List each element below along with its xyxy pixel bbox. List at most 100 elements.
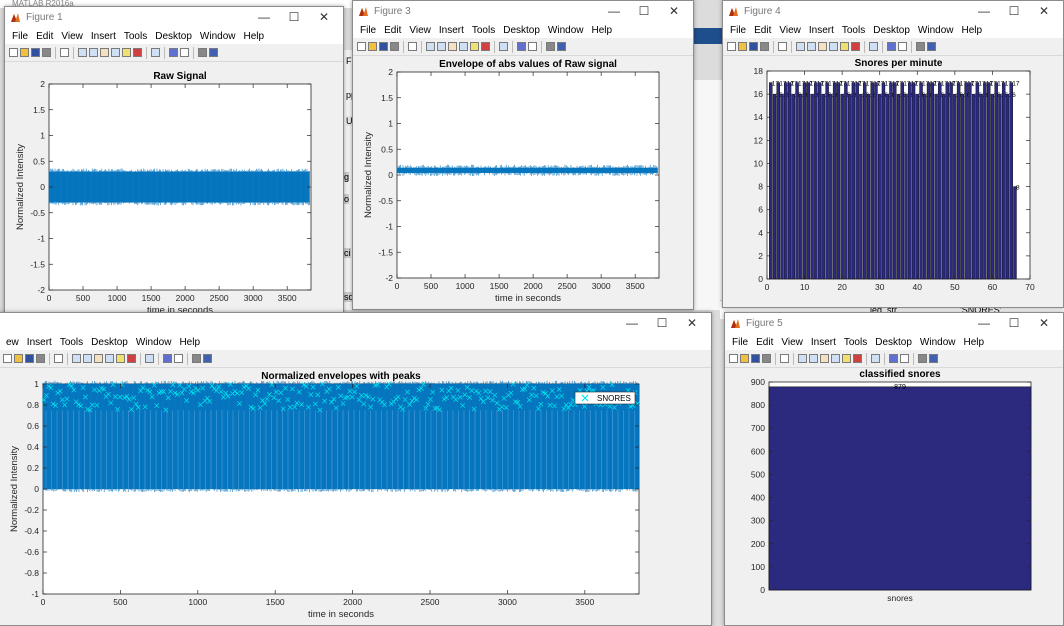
colorbar-icon[interactable]	[169, 48, 178, 57]
window-title-bar[interactable]: Figure 4 — ☐ ✕	[723, 1, 1063, 23]
zoom-out-icon[interactable]	[809, 354, 818, 363]
menu-tools[interactable]: Tools	[841, 25, 866, 36]
menu-desktop[interactable]: Desktop	[875, 337, 912, 348]
menu-help[interactable]: Help	[963, 337, 985, 348]
maximize-button[interactable]: ☐	[288, 10, 300, 24]
close-button[interactable]: ✕	[686, 316, 698, 330]
open-file-icon[interactable]	[14, 354, 23, 363]
brush-icon[interactable]	[133, 48, 142, 57]
pan-hand-icon[interactable]	[100, 48, 109, 57]
plot-area[interactable]: SNORES -1 -0.8 -0.6 -0.4 -0.2 0 0.2 0.4 0.6 0.8 1 0 5…	[0, 368, 711, 625]
minimize-button[interactable]: —	[978, 4, 990, 18]
plot-spm[interactable]: 1716171617171617161717161717161716171716…	[723, 56, 1063, 306]
menu-file[interactable]: File	[730, 25, 747, 36]
legend-icon[interactable]	[174, 354, 183, 363]
pan-hand-icon[interactable]	[818, 42, 827, 51]
new-figure-icon[interactable]	[727, 42, 736, 51]
plot-env[interactable]: -2 -1.5 -1 -0.5 0 0.5 1 1.5 2 0 500 1000 1500 2000 250…	[353, 56, 693, 306]
save-icon[interactable]	[25, 354, 34, 363]
zoom-in-icon[interactable]	[798, 354, 807, 363]
zoom-out-icon[interactable]	[807, 42, 816, 51]
menu-edit[interactable]: Edit	[754, 25, 772, 36]
zoom-in-icon[interactable]	[426, 42, 435, 51]
legend[interactable]: SNORES	[574, 391, 636, 405]
figure-1-window[interactable]: Figure 1 — ☐ ✕ File Edit View Insert Tools Deskto…	[4, 6, 344, 314]
figure-4-window[interactable]: Figure 4 — ☐ ✕ File Edit View Insert Tools Deskto…	[722, 0, 1064, 308]
window-title-bar[interactable]: Figure 3 — ☐ ✕	[353, 1, 693, 23]
brush-icon[interactable]	[481, 42, 490, 51]
print-icon[interactable]	[36, 354, 45, 363]
menu-desktop[interactable]: Desktop	[503, 25, 540, 36]
plot-area[interactable]: 1716171617171617161717161717161716171716…	[723, 56, 1063, 307]
menu-insert[interactable]: Insert	[90, 31, 116, 42]
rotate-3d-icon[interactable]	[831, 354, 840, 363]
menu-view[interactable]: View	[61, 31, 83, 42]
zoom-out-icon[interactable]	[83, 354, 92, 363]
maximize-button[interactable]: ☐	[1008, 316, 1020, 330]
open-file-icon[interactable]	[20, 48, 29, 57]
menu-help[interactable]: Help	[243, 31, 265, 42]
data-cursor-icon[interactable]	[122, 48, 131, 57]
maximize-button[interactable]: ☐	[656, 316, 668, 330]
menu-view[interactable]: View	[781, 337, 803, 348]
figure-toolbar[interactable]	[353, 38, 693, 56]
link-plot-icon[interactable]	[145, 354, 154, 363]
menu-tools[interactable]: Tools	[123, 31, 148, 42]
menu-view[interactable]: View	[779, 25, 801, 36]
rotate-3d-icon[interactable]	[105, 354, 114, 363]
legend-icon[interactable]	[898, 42, 907, 51]
menu-help[interactable]: Help	[179, 337, 201, 348]
window-title-bar[interactable]: — ☐ ✕	[0, 313, 711, 335]
menu-insert[interactable]: Insert	[26, 337, 52, 348]
legend-icon[interactable]	[528, 42, 537, 51]
print-icon[interactable]	[760, 42, 769, 51]
menu-window[interactable]: Window	[135, 337, 172, 348]
edit-plot-arrow-icon[interactable]	[60, 48, 69, 57]
rotate-3d-icon[interactable]	[829, 42, 838, 51]
menu-file[interactable]: File	[360, 25, 377, 36]
zoom-out-icon[interactable]	[89, 48, 98, 57]
save-icon[interactable]	[31, 48, 40, 57]
figure-5-window[interactable]: Figure 5 — ☐ ✕ File Edit View Insert Tools Deskto…	[724, 312, 1064, 626]
maximize-button[interactable]: ☐	[638, 4, 650, 18]
menu-window[interactable]: Window	[547, 25, 584, 36]
menu-edit[interactable]: Edit	[756, 337, 774, 348]
figure-toolbar[interactable]	[725, 350, 1063, 368]
menu-bar[interactable]: File Edit View Insert Tools Desktop Window Help	[5, 29, 343, 44]
close-button[interactable]: ✕	[668, 4, 680, 18]
data-cursor-icon[interactable]	[842, 354, 851, 363]
zoom-in-icon[interactable]	[78, 48, 87, 57]
menu-window[interactable]: Window	[199, 31, 236, 42]
close-button[interactable]: ✕	[1038, 316, 1050, 330]
menu-edit[interactable]: Edit	[36, 31, 54, 42]
plot-cls[interactable]: 879 snores 0 100 200 300 400 500 600 700 800 900 cla…	[725, 368, 1063, 623]
menu-insert[interactable]: Insert	[808, 25, 834, 36]
minimize-button[interactable]: —	[608, 4, 620, 18]
edit-plot-arrow-icon[interactable]	[408, 42, 417, 51]
data-cursor-icon[interactable]	[116, 354, 125, 363]
hide-plot-tools-icon[interactable]	[918, 354, 927, 363]
new-figure-icon[interactable]	[9, 48, 18, 57]
save-icon[interactable]	[749, 42, 758, 51]
edit-plot-arrow-icon[interactable]	[780, 354, 789, 363]
window-title-bar[interactable]: Figure 1 — ☐ ✕	[5, 7, 343, 29]
menu-file[interactable]: File	[12, 31, 29, 42]
link-plot-icon[interactable]	[499, 42, 508, 51]
menu-insert[interactable]: Insert	[438, 25, 464, 36]
menu-ew[interactable]: ew	[6, 337, 19, 348]
save-icon[interactable]	[379, 42, 388, 51]
open-file-icon[interactable]	[738, 42, 747, 51]
menu-view[interactable]: View	[409, 25, 431, 36]
plot-envpk[interactable]: SNORES -1 -0.8 -0.6 -0.4 -0.2 0 0.2 0.4 0.6 0.8 1 0 5…	[0, 368, 711, 623]
open-file-icon[interactable]	[740, 354, 749, 363]
figure-toolbar[interactable]	[5, 44, 343, 62]
zoom-out-icon[interactable]	[437, 42, 446, 51]
menu-file[interactable]: File	[732, 337, 749, 348]
menu-bar[interactable]: File Edit View Insert Tools Desktop Window Help	[725, 335, 1063, 350]
menu-tools[interactable]: Tools	[471, 25, 496, 36]
new-figure-icon[interactable]	[3, 354, 12, 363]
show-plot-tools-icon[interactable]	[557, 42, 566, 51]
show-plot-tools-icon[interactable]	[929, 354, 938, 363]
menu-bar[interactable]: ew Insert Tools Desktop Window Help	[0, 335, 711, 350]
window-title-bar[interactable]: Figure 5 — ☐ ✕	[725, 313, 1063, 335]
